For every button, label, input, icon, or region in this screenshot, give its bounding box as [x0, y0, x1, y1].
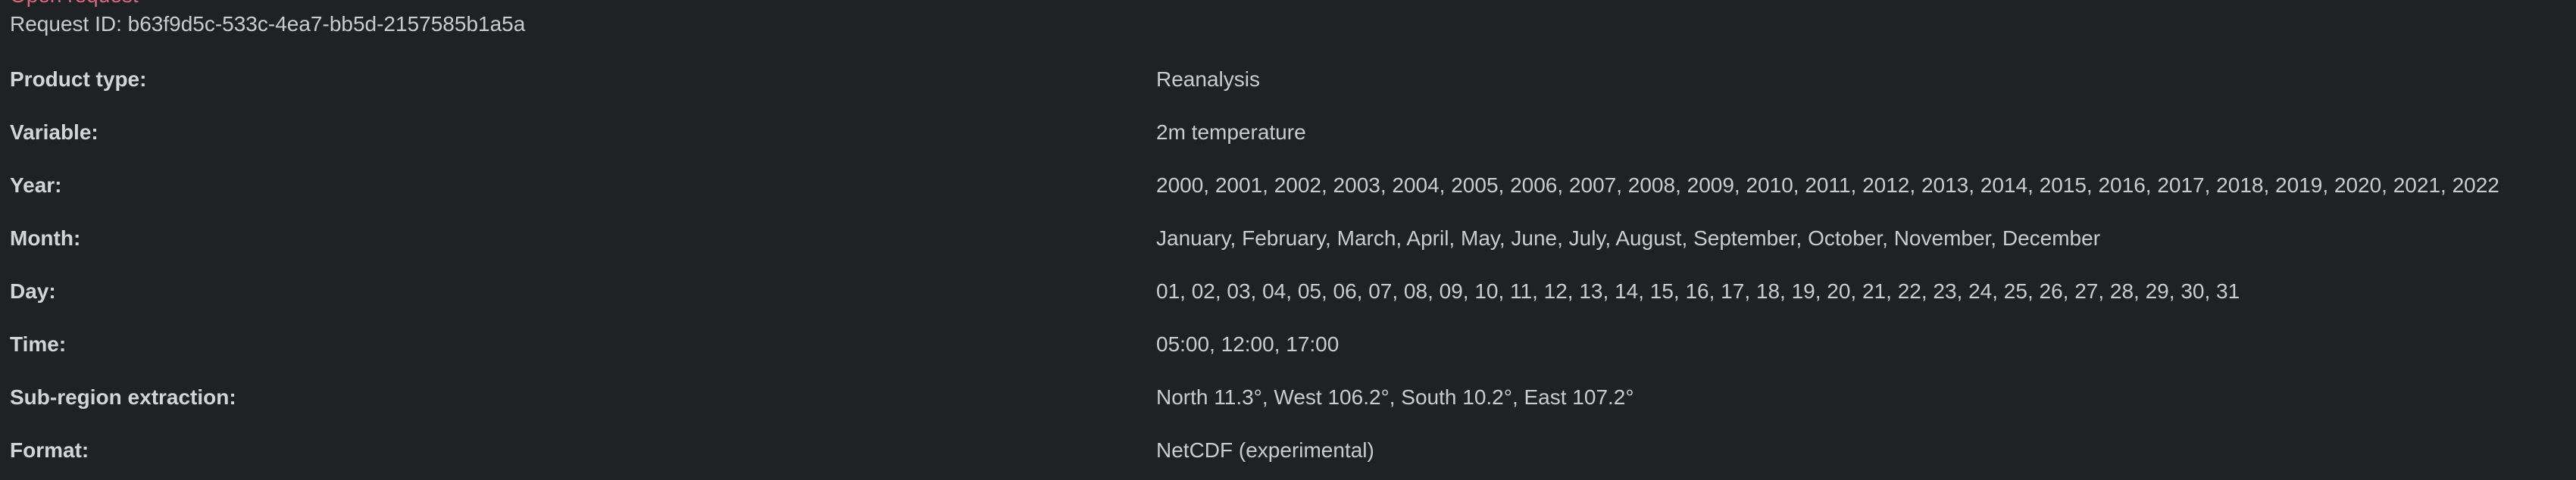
field-label: Product type: — [10, 67, 147, 91]
field-label: Variable: — [10, 120, 98, 144]
field-value: 05:00, 12:00, 17:00 — [1156, 332, 1340, 356]
field-row-format: Format: NetCDF (experimental) — [0, 435, 2576, 466]
field-value: North 11.3°, West 106.2°, South 10.2°, E… — [1156, 385, 1634, 409]
request-id: Request ID: b63f9d5c-533c-4ea7-bb5d-2157… — [10, 12, 526, 36]
field-row-variable: Variable: 2m temperature — [0, 117, 2576, 148]
field-value: NetCDF (experimental) — [1156, 438, 1374, 462]
field-row-product-type: Product type: Reanalysis — [0, 64, 2576, 95]
field-label: Month: — [10, 226, 81, 250]
field-row-day: Day: 01, 02, 03, 04, 05, 06, 07, 08, 09,… — [0, 276, 2576, 307]
field-value: 01, 02, 03, 04, 05, 06, 07, 08, 09, 10, … — [1156, 279, 2240, 303]
field-label: Day: — [10, 279, 56, 303]
field-label: Sub-region extraction: — [10, 385, 236, 409]
field-value: 2m temperature — [1156, 120, 1306, 144]
field-value: January, February, March, April, May, Ju… — [1156, 226, 2101, 250]
field-value: Reanalysis — [1156, 67, 1260, 91]
field-label: Time: — [10, 332, 67, 356]
field-row-month: Month: January, February, March, April, … — [0, 223, 2576, 254]
field-row-time: Time: 05:00, 12:00, 17:00 — [0, 329, 2576, 360]
field-value: 2000, 2001, 2002, 2003, 2004, 2005, 2006… — [1156, 173, 2499, 197]
field-label: Year: — [10, 173, 62, 197]
request-status-heading: Open request — [10, 0, 139, 8]
field-label: Format: — [10, 438, 89, 462]
field-row-year: Year: 2000, 2001, 2002, 2003, 2004, 2005… — [0, 170, 2576, 201]
field-row-sub-region: Sub-region extraction: North 11.3°, West… — [0, 382, 2576, 413]
